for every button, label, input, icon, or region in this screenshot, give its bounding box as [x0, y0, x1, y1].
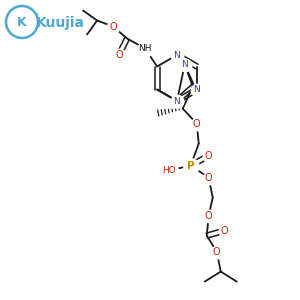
Text: HO: HO: [162, 166, 175, 175]
Text: O: O: [213, 247, 220, 256]
Text: Kuujia: Kuujia: [35, 16, 85, 30]
Text: O: O: [221, 226, 229, 236]
Text: O: O: [193, 118, 200, 129]
Text: P: P: [187, 160, 194, 171]
Text: N: N: [182, 60, 188, 69]
Text: N: N: [194, 85, 200, 94]
Text: NH: NH: [138, 44, 152, 53]
Text: O: O: [205, 151, 212, 160]
Text: K: K: [17, 16, 27, 28]
Text: °: °: [34, 14, 38, 22]
Text: O: O: [205, 211, 212, 220]
Text: O: O: [109, 22, 117, 32]
Text: O: O: [205, 172, 212, 183]
Text: O: O: [115, 50, 123, 59]
Text: N: N: [174, 97, 180, 106]
Text: N: N: [174, 50, 180, 59]
